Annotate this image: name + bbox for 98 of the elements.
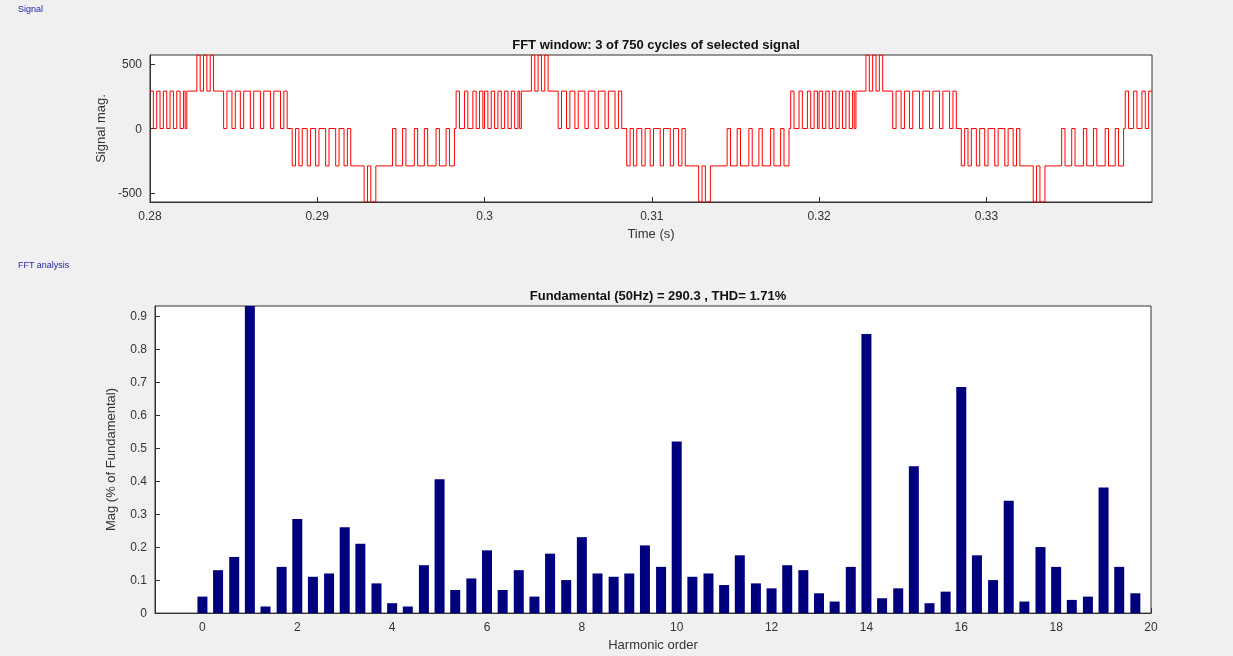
x-tick-label: 4 [388, 620, 396, 635]
bar [1066, 599, 1077, 614]
bar [355, 543, 366, 614]
bar [529, 596, 540, 614]
bar [719, 585, 730, 614]
y-tick-label: 0.5 [130, 440, 148, 455]
y-tick-label: 0.3 [130, 507, 148, 522]
x-axis-title: Harmonic order [608, 637, 699, 652]
bar [671, 441, 682, 614]
bar [276, 566, 287, 614]
bar [324, 573, 335, 614]
bar [1130, 593, 1141, 614]
bar [1019, 601, 1030, 614]
bar [814, 593, 824, 614]
bar [466, 578, 477, 614]
y-tick-label: 0 [135, 121, 143, 136]
bar [971, 555, 982, 614]
bar [1114, 566, 1125, 614]
bar [387, 603, 398, 614]
bar [1051, 566, 1062, 614]
x-tick-label: 0.32 [807, 209, 832, 223]
x-tick-label: 2 [293, 620, 301, 635]
y-axis-title: Mag (% of Fundamental) [103, 388, 118, 532]
chart-title: FFT window: 3 of 750 cycles of selected signal [512, 37, 800, 52]
bar [576, 537, 587, 614]
bar [956, 386, 967, 614]
text: Signal [18, 3, 44, 14]
bar [497, 589, 508, 614]
y-tick-label: -500 [117, 185, 143, 200]
y-tick-label: 0.1 [130, 573, 148, 588]
bar [1082, 596, 1093, 614]
chart-title: Fundamental (50Hz) = 290.3 , THD= 1.71% [529, 288, 787, 303]
bar [450, 589, 461, 614]
bar [829, 601, 840, 614]
x-tick-label: 14 [859, 620, 874, 635]
x-tick-label: 0.29 [305, 209, 330, 223]
bar [244, 306, 255, 614]
y-tick-label: 0.6 [130, 407, 148, 422]
bar [1098, 487, 1109, 614]
bar [229, 556, 240, 614]
bar [624, 573, 635, 614]
bar [213, 570, 224, 614]
bar [371, 583, 382, 614]
bar [197, 596, 208, 614]
bar [877, 598, 888, 614]
x-tick-label: 0 [199, 620, 207, 635]
bar [687, 576, 698, 614]
bar [734, 555, 745, 614]
bar [750, 583, 761, 614]
bar [402, 606, 413, 614]
bar [940, 591, 951, 614]
x-tick-label: 10 [670, 620, 684, 635]
bar [782, 565, 793, 614]
x-tick-label: 18 [1049, 620, 1064, 635]
bar [639, 545, 650, 614]
bar [307, 576, 318, 614]
bar [656, 566, 667, 614]
bar [908, 466, 919, 614]
bar [545, 553, 556, 614]
bar [260, 606, 271, 614]
bar [893, 588, 904, 614]
bar [1003, 500, 1014, 614]
bar [418, 565, 429, 614]
bar [608, 576, 619, 614]
bar [924, 603, 935, 614]
x-tick-label: 6 [483, 620, 491, 635]
bar [988, 580, 999, 614]
bar [513, 570, 524, 614]
y-tick-label: 0.8 [130, 341, 148, 356]
x-tick-label: 0.3 [476, 209, 494, 223]
x-tick-label: 8 [578, 620, 586, 635]
text: FFT analysis [18, 259, 70, 270]
bar [703, 573, 714, 614]
bar [434, 479, 445, 614]
y-tick-label: 0 [140, 606, 148, 621]
x-tick-label: 0.31 [640, 209, 664, 223]
bar [798, 570, 809, 614]
bar [592, 573, 603, 614]
y-tick-label: 0.2 [130, 540, 148, 555]
bar [292, 518, 303, 614]
bar [482, 550, 492, 614]
y-tick-label: 0.7 [130, 374, 148, 389]
bar [1035, 547, 1046, 614]
bar [766, 588, 777, 614]
x-tick-label: 20 [1144, 620, 1158, 635]
bar [339, 527, 350, 614]
y-axis-title: Signal mag. [93, 94, 109, 163]
x-tick-label: 16 [954, 620, 969, 635]
bar [861, 334, 872, 614]
y-tick-label: 0.4 [130, 474, 148, 489]
x-tick-label: 0.28 [138, 209, 162, 223]
y-tick-label: 500 [121, 57, 143, 72]
x-tick-label: 0.33 [974, 209, 999, 223]
x-tick-label: 12 [764, 620, 779, 635]
y-tick-label: 0.9 [130, 308, 148, 323]
bar [845, 566, 856, 614]
x-axis-title: Time (s) [627, 225, 675, 241]
bar [561, 580, 572, 614]
